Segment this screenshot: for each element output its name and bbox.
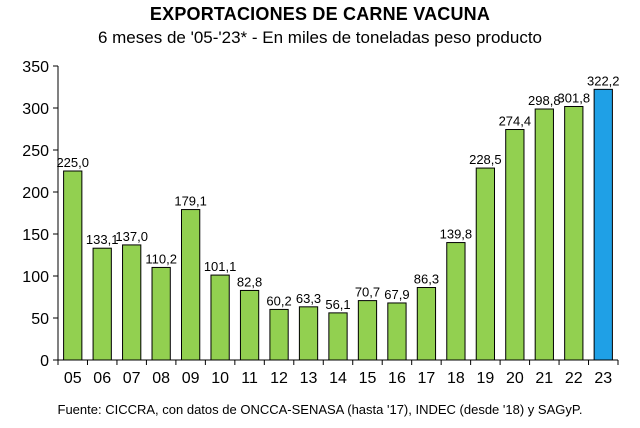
x-tick-label-10: 10	[211, 370, 229, 387]
x-tick-label-17: 17	[418, 370, 436, 387]
data-label-10: 101,1	[204, 259, 237, 274]
bar-07	[122, 244, 142, 361]
x-tick-label-21: 21	[535, 370, 553, 387]
y-tick-label: 200	[22, 185, 49, 202]
x-tick-label-18: 18	[447, 370, 465, 387]
chart-source: Fuente: CICCRA, con datos de ONCCA-SENAS…	[57, 402, 583, 417]
x-tick-label-23: 23	[594, 370, 612, 387]
data-label-18: 139,8	[440, 227, 473, 242]
bar-15	[357, 300, 378, 361]
data-label-15: 70,7	[355, 285, 380, 300]
y-tick-label: 150	[22, 227, 49, 244]
bar-09	[180, 209, 201, 361]
x-tick-label-14: 14	[329, 370, 347, 387]
chart-title: EXPORTACIONES DE CARNE VACUNA	[149, 4, 491, 24]
x-tick-label-19: 19	[476, 370, 494, 387]
data-label-08: 110,2	[145, 251, 177, 266]
chart-subtitle: 6 meses de '05-'23* - En miles de tonela…	[97, 28, 543, 47]
y-tick-label: 100	[22, 269, 49, 286]
data-label-09: 179,1	[174, 194, 207, 209]
x-axis-ticks: 05 06 07 08 09 10 11 12 13 14 15 16 17 18 19 20 21 22 23	[57, 360, 619, 387]
data-label-05: 225,0	[56, 155, 89, 170]
data-label-17: 86,3	[414, 272, 439, 287]
bar-22	[564, 105, 584, 361]
x-tick-label-09: 09	[182, 370, 200, 387]
x-tick-label-07: 07	[123, 370, 141, 387]
data-label-16: 67,9	[384, 287, 409, 302]
x-tick-label-13: 13	[300, 370, 318, 387]
bar-19	[475, 167, 496, 361]
bars	[63, 88, 613, 361]
bar-14	[328, 312, 348, 361]
y-tick-label: 0	[40, 353, 49, 370]
bar-21	[534, 108, 554, 361]
bar-23	[593, 88, 613, 361]
y-axis-ticks: 0 50 100 150 200 250 300 350	[22, 59, 58, 370]
data-label-14: 56,1	[325, 297, 350, 312]
bar-20	[505, 129, 525, 361]
data-label-06: 133,1	[86, 232, 119, 247]
data-label-12: 60,2	[266, 293, 291, 308]
data-label-13: 63,3	[296, 291, 321, 306]
bar-17	[416, 287, 437, 361]
x-tick-label-20: 20	[506, 370, 524, 387]
x-tick-label-05: 05	[64, 370, 82, 387]
data-label-07: 137,0	[115, 229, 148, 244]
x-tick-label-22: 22	[565, 370, 583, 387]
data-label-20: 274,4	[499, 114, 532, 129]
bar-05	[63, 170, 83, 361]
bar-11	[239, 289, 260, 361]
bar-08	[151, 266, 171, 361]
data-label-22: 301,8	[558, 90, 591, 105]
data-label-23: 322,2	[587, 73, 620, 88]
x-tick-label-06: 06	[93, 370, 111, 387]
bar-12	[269, 308, 289, 361]
bar-06	[92, 247, 112, 361]
x-tick-label-08: 08	[152, 370, 170, 387]
x-tick-label-15: 15	[359, 370, 377, 387]
bar-16	[387, 302, 407, 361]
bar-18	[446, 242, 466, 361]
y-tick-label: 300	[22, 101, 49, 118]
data-label-11: 82,8	[237, 274, 262, 289]
data-label-21: 298,8	[528, 93, 561, 108]
x-tick-label-11: 11	[241, 370, 258, 387]
x-tick-label-16: 16	[388, 370, 406, 387]
x-tick-label-12: 12	[270, 370, 288, 387]
data-label-19: 228,5	[469, 152, 502, 167]
y-tick-label: 350	[22, 59, 49, 76]
bar-10	[210, 274, 230, 361]
bar-13	[298, 306, 319, 361]
y-tick-label: 250	[22, 143, 49, 160]
y-tick-label: 50	[31, 311, 49, 328]
